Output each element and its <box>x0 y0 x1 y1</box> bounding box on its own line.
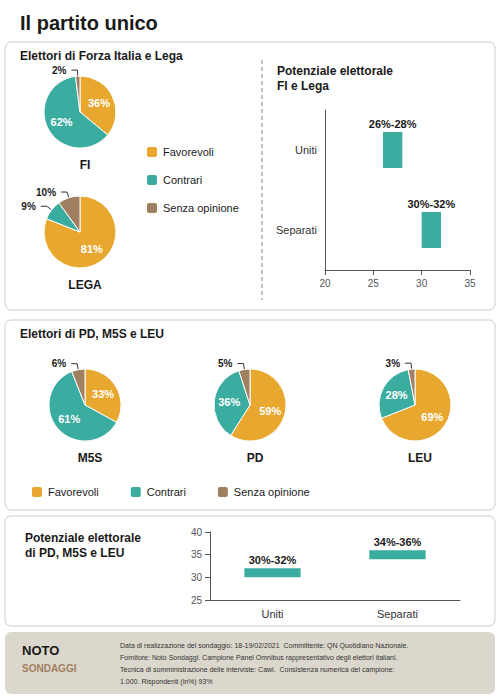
svg-text:10%: 10% <box>36 187 56 198</box>
svg-text:69%: 69% <box>421 411 443 423</box>
svg-text:34%-36%: 34%-36% <box>374 536 422 548</box>
svg-text:Senza opinione: Senza opinione <box>163 202 239 214</box>
svg-text:2%: 2% <box>52 65 67 76</box>
svg-text:SONDAGGI: SONDAGGI <box>22 663 77 674</box>
svg-text:Potenziale elettorale: Potenziale elettorale <box>25 531 141 545</box>
svg-text:36%: 36% <box>88 97 110 109</box>
svg-text:Contrari: Contrari <box>163 174 202 186</box>
svg-text:Potenziale elettorale: Potenziale elettorale <box>277 64 393 78</box>
svg-text:30%-32%: 30%-32% <box>249 554 297 566</box>
svg-text:5%: 5% <box>218 358 233 369</box>
svg-text:61%: 61% <box>58 413 80 425</box>
svg-text:Contrari: Contrari <box>147 486 186 498</box>
svg-text:28%: 28% <box>386 389 408 401</box>
svg-text:1.000. Rispondenti (in%) 93%: 1.000. Rispondenti (in%) 93% <box>120 678 213 686</box>
svg-text:25: 25 <box>368 278 380 289</box>
svg-text:Separati: Separati <box>377 608 418 620</box>
svg-text:35: 35 <box>464 278 476 289</box>
svg-text:81%: 81% <box>81 243 103 255</box>
svg-text:62%: 62% <box>51 116 73 128</box>
svg-text:Uniti: Uniti <box>261 608 283 620</box>
svg-text:PD: PD <box>247 451 264 465</box>
svg-text:30: 30 <box>416 278 428 289</box>
svg-text:M5S: M5S <box>78 451 103 465</box>
svg-text:35: 35 <box>191 549 203 560</box>
svg-text:Elettori di Forza Italia e Leg: Elettori di Forza Italia e Lega <box>20 49 183 63</box>
svg-text:59%: 59% <box>259 405 281 417</box>
svg-text:NOTO: NOTO <box>22 643 59 658</box>
svg-text:LEGA: LEGA <box>68 278 102 292</box>
svg-text:Favorevoli: Favorevoli <box>48 486 99 498</box>
svg-text:Separati: Separati <box>276 224 317 236</box>
svg-text:Il partito unico: Il partito unico <box>20 12 158 34</box>
svg-text:LEU: LEU <box>408 451 432 465</box>
svg-text:9%: 9% <box>21 201 36 212</box>
svg-text:30: 30 <box>191 572 203 583</box>
svg-text:Fornitore: Noto Sondaggi. Camp: Fornitore: Noto Sondaggi. Campione Panel… <box>120 654 397 662</box>
svg-text:33%: 33% <box>92 388 114 400</box>
svg-text:Senza opinione: Senza opinione <box>234 486 310 498</box>
svg-text:20: 20 <box>319 278 331 289</box>
svg-text:FI: FI <box>80 158 91 172</box>
svg-text:3%: 3% <box>386 358 401 369</box>
svg-text:Data di realizzazione del sond: Data di realizzazione del sondaggio: 18-… <box>120 642 408 650</box>
svg-text:26%-28%: 26%-28% <box>369 118 417 130</box>
svg-text:FI e Lega: FI e Lega <box>277 79 329 93</box>
svg-text:Tecnica di somministrazione de: Tecnica di somministrazione delle interv… <box>120 666 394 674</box>
svg-text:40: 40 <box>191 527 203 538</box>
svg-text:30%-32%: 30%-32% <box>407 198 455 210</box>
svg-text:Elettori di PD, M5S e LEU: Elettori di PD, M5S e LEU <box>20 327 164 341</box>
svg-text:25: 25 <box>191 595 203 606</box>
svg-text:Uniti: Uniti <box>295 144 317 156</box>
svg-text:di PD, M5S e LEU: di PD, M5S e LEU <box>25 546 124 560</box>
svg-text:36%: 36% <box>218 396 240 408</box>
svg-text:6%: 6% <box>52 358 67 369</box>
svg-text:Favorevoli: Favorevoli <box>163 146 214 158</box>
